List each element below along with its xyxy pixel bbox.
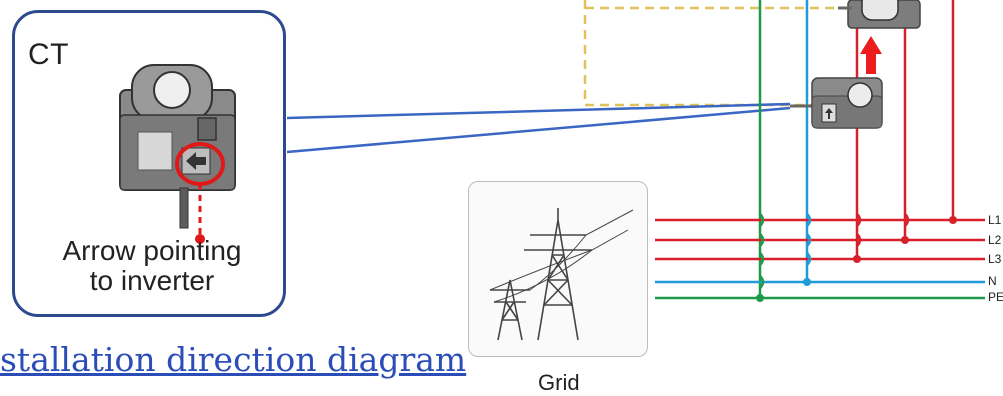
arrow-highlight bbox=[175, 142, 225, 244]
line-label-l1: L1 bbox=[988, 213, 1002, 227]
line-label-l3: L3 bbox=[988, 252, 1002, 266]
ct-clamp-illustration bbox=[119, 64, 236, 229]
grid-label: Grid bbox=[538, 370, 580, 395]
ct-title: CT bbox=[28, 38, 69, 71]
ct-caption-line2: to inverter bbox=[89, 265, 215, 296]
junction-dots bbox=[756, 216, 957, 302]
diagram-title-link[interactable]: stallation direction diagram bbox=[0, 340, 467, 379]
power-tower-icon bbox=[489, 208, 634, 341]
ct-caption-line1: Arrow pointing bbox=[62, 235, 242, 266]
ct-clamp-upper bbox=[838, 0, 921, 29]
ct-caption: Arrow pointing to inverter bbox=[22, 236, 282, 296]
direction-arrow-icon bbox=[860, 36, 882, 74]
dashed-enclosure bbox=[583, 0, 838, 107]
line-label-n: N bbox=[988, 274, 997, 288]
callout-lines bbox=[286, 102, 791, 154]
ct-detail-panel bbox=[12, 10, 286, 317]
line-label-l2: L2 bbox=[988, 233, 1002, 247]
crossover-humps bbox=[759, 213, 910, 289]
bus-lines bbox=[655, 218, 985, 300]
ct-clamp-lower bbox=[790, 77, 883, 129]
line-label-pe: PE bbox=[988, 290, 1003, 304]
